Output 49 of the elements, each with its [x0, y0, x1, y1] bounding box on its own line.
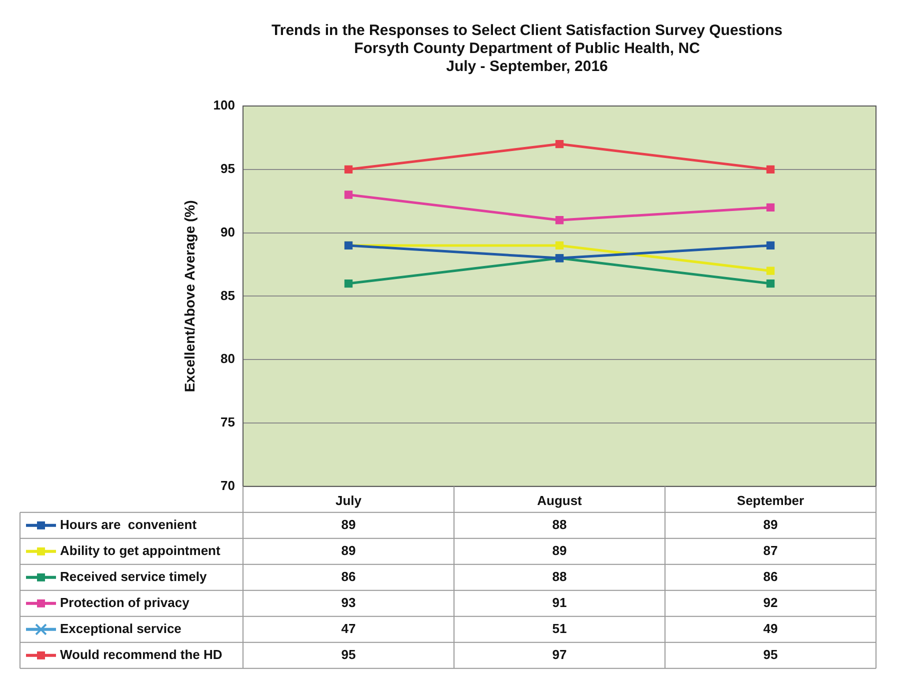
data-label: 92: [763, 594, 778, 610]
data-label: 88: [552, 568, 567, 584]
x-tick-label: August: [537, 492, 583, 508]
point: [555, 140, 564, 148]
data-label: 89: [341, 516, 356, 532]
y-tick-label: 85: [220, 288, 235, 303]
point: [766, 203, 775, 212]
data-label: 95: [763, 646, 778, 662]
text: 51: [552, 620, 567, 636]
legend-label: Hours are convenient: [60, 516, 198, 532]
text: Forsyth County Department of Public Health, NC: [354, 40, 700, 58]
point: [766, 241, 775, 250]
legend-label: Ability to get appointment: [60, 542, 221, 558]
data-label: 89: [341, 542, 356, 558]
data-label: 97: [552, 646, 567, 662]
point: [766, 165, 775, 174]
point: [766, 279, 775, 288]
data-label: 88: [552, 516, 567, 532]
data-label: 86: [341, 568, 356, 584]
data-label: 89: [552, 542, 567, 558]
data-label: 87: [763, 542, 778, 558]
x-tick-label: September: [736, 492, 804, 508]
data-label: 95: [341, 646, 356, 662]
data-label: 86: [763, 568, 778, 584]
legend-label: Would recommend the HD: [60, 646, 222, 662]
y-tick-label: 90: [220, 224, 235, 240]
legend-label: Received service timely: [60, 568, 208, 584]
x-tick-label: July: [335, 492, 362, 508]
text: July - September, 2016: [446, 58, 608, 76]
y-axis-title: Excellent/Above Average (%): [181, 200, 198, 392]
text: 49: [763, 620, 778, 636]
legend-label: Protection of privacy: [60, 594, 190, 610]
point: [344, 165, 353, 174]
y-tick-label: 100: [213, 98, 235, 113]
point: [344, 279, 353, 288]
text: 47: [341, 620, 356, 636]
y-tick-label: 70: [220, 478, 235, 493]
data-label: 93: [341, 594, 356, 610]
text: Trends in the Responses to Select Client Satisfaction Survey Questions: [272, 22, 782, 40]
legend-label: Exceptional service: [60, 620, 182, 636]
point: [344, 190, 353, 199]
point: [555, 216, 564, 224]
data-label: 91: [552, 594, 567, 610]
y-tick-label: 95: [220, 160, 235, 176]
y-tick-label: 75: [220, 414, 235, 430]
point: [766, 266, 775, 275]
y-tick-label: 80: [220, 351, 235, 366]
data-label: 89: [763, 516, 778, 532]
point: [555, 241, 564, 250]
